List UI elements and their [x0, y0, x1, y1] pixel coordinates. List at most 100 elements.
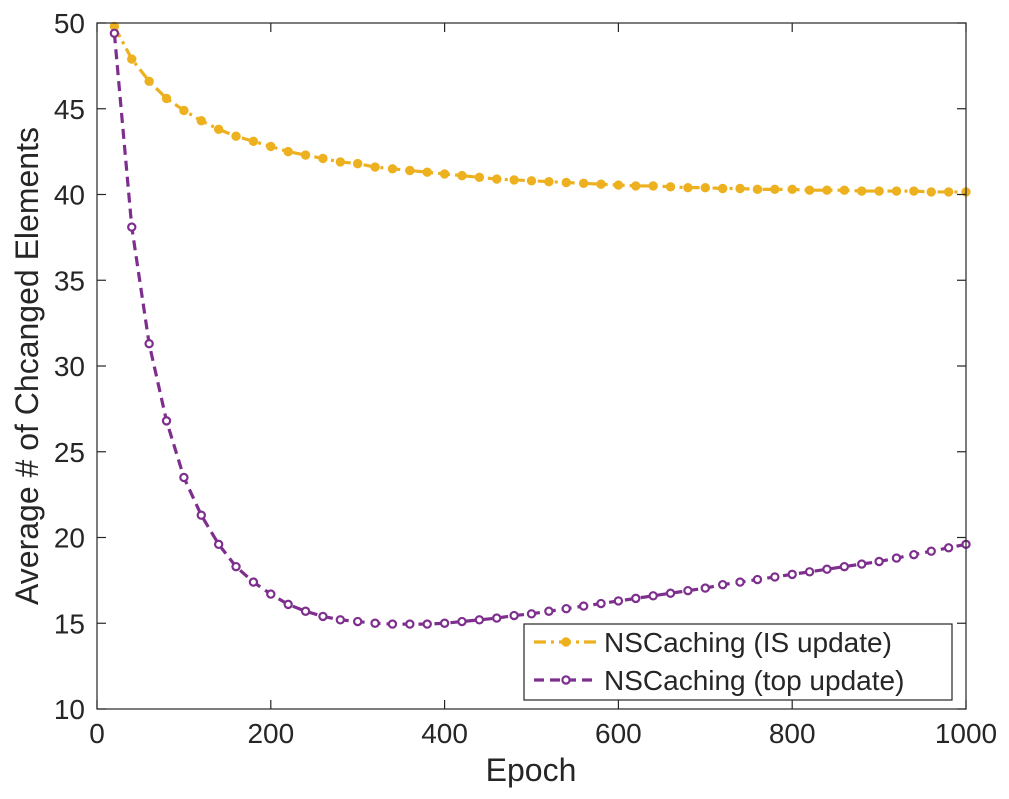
data-point: [822, 185, 832, 195]
data-point: [179, 105, 189, 116]
data-point: [509, 175, 519, 185]
data-point: [839, 561, 850, 572]
data-point: [127, 54, 137, 64]
data-point: [631, 593, 641, 604]
data-point: [909, 186, 919, 196]
data-point: [648, 181, 658, 191]
data-point: [318, 611, 328, 622]
data-point: [492, 174, 502, 184]
plot-area: [97, 23, 966, 709]
y-tick-label: 10: [54, 694, 85, 725]
data-point: [231, 561, 241, 572]
x-tick-label: 400: [421, 718, 468, 749]
data-point: [474, 615, 485, 625]
data-point: [822, 564, 832, 574]
data-point: [648, 591, 658, 601]
data-point: [422, 167, 432, 177]
data-point: [387, 164, 398, 174]
y-tick-label: 20: [54, 523, 85, 554]
data-point: [770, 572, 780, 582]
data-point: [683, 585, 693, 596]
data-point: [127, 222, 137, 232]
legend-item: NSCaching (top update): [534, 665, 904, 696]
data-point: [439, 169, 450, 179]
data-point: [213, 539, 224, 550]
data-point: [926, 546, 936, 556]
y-tick-label: 15: [54, 608, 85, 639]
data-point: [196, 116, 206, 126]
series-nscaching-top-update: [109, 28, 971, 629]
data-point: [544, 606, 554, 616]
data-point: [752, 574, 763, 585]
data-point: [300, 606, 311, 616]
data-point: [926, 187, 936, 197]
data-point: [509, 610, 519, 621]
data-point: [544, 176, 554, 187]
legend-label: NSCaching (top update): [604, 665, 904, 696]
data-point: [231, 131, 241, 141]
series-layer: [109, 21, 971, 629]
data-point: [804, 567, 815, 577]
data-point: [248, 577, 259, 587]
x-axis-title: Epoch: [486, 752, 577, 788]
data-point: [387, 619, 398, 629]
data-point: [144, 339, 154, 349]
data-point: [717, 579, 728, 590]
data-point: [300, 150, 311, 160]
data-point: [266, 589, 276, 599]
data-point: [526, 176, 537, 186]
series-nscaching-is-update: [109, 21, 971, 197]
data-point: [526, 609, 537, 619]
data-point: [596, 179, 606, 189]
data-point: [578, 601, 589, 611]
data-point: [405, 619, 415, 629]
data-point: [909, 549, 919, 560]
data-point: [700, 583, 711, 593]
data-point: [787, 569, 797, 580]
data-point: [353, 616, 363, 627]
data-point: [474, 172, 485, 183]
data-point: [161, 416, 172, 426]
data-point: [318, 153, 328, 164]
data-point: [613, 180, 624, 190]
data-point: [492, 613, 502, 623]
x-tick-label: 0: [89, 718, 105, 749]
data-point: [335, 157, 346, 167]
y-tick-label: 30: [54, 351, 85, 382]
data-point: [457, 170, 467, 181]
legend-item: NSCaching (IS update): [534, 627, 892, 658]
y-tick-label: 50: [54, 8, 85, 39]
data-point: [353, 158, 363, 169]
data-point: [665, 182, 676, 192]
plot-background: [97, 23, 966, 709]
x-tick-label: 200: [247, 718, 294, 749]
x-tick-label: 800: [769, 718, 816, 749]
data-point: [283, 146, 293, 157]
data-point: [283, 599, 293, 610]
ticks-layer: 0 200 400 600 800 1000 10 15 20 25 30 35 40 45 50: [54, 8, 997, 749]
y-tick-label: 35: [54, 265, 85, 296]
legend-marker: [561, 637, 571, 647]
data-point: [196, 510, 206, 520]
legend: NSCaching (IS update) NSCaching (top upda…: [523, 623, 953, 701]
data-point: [578, 178, 589, 189]
x-tick-label: 1000: [935, 718, 997, 749]
data-point: [735, 183, 745, 194]
data-point: [144, 76, 154, 87]
data-point: [735, 577, 745, 587]
legend-box: [523, 623, 953, 701]
data-point: [700, 182, 710, 193]
data-point: [422, 619, 432, 629]
data-point: [874, 186, 884, 196]
y-tick-label: 25: [54, 437, 85, 468]
data-point: [631, 181, 641, 191]
data-point: [161, 93, 172, 104]
data-point: [804, 185, 815, 195]
data-point: [370, 618, 380, 628]
data-point: [213, 124, 224, 135]
data-point: [439, 618, 450, 628]
data-point: [561, 603, 571, 614]
data-point: [248, 136, 259, 147]
data-point: [405, 165, 415, 176]
data-point: [109, 28, 120, 38]
